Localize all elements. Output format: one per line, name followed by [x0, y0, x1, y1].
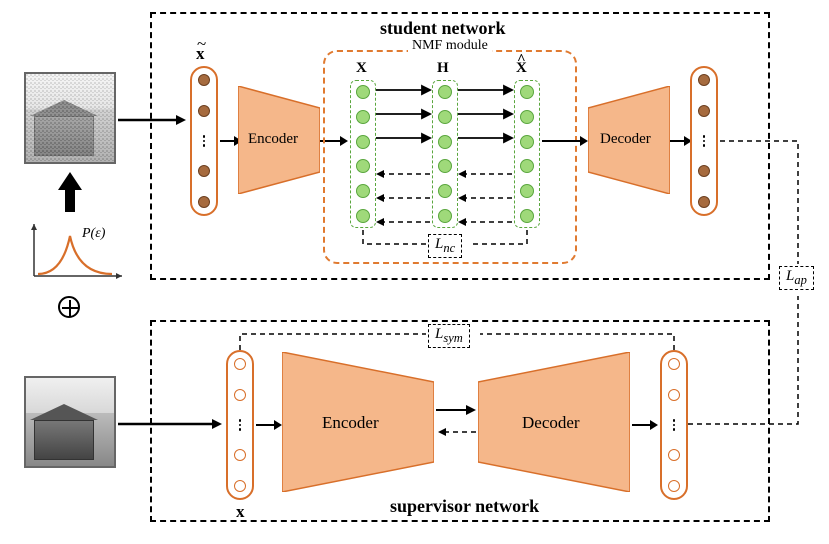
student-decoder-label: Decoder: [600, 131, 651, 148]
nmf-col-Xh: [514, 80, 540, 228]
arrow-img-to-x: [118, 416, 222, 432]
supervisor-encoder-label: Encoder: [322, 413, 379, 433]
arrow-img-to-xtilde: [118, 112, 186, 128]
x-label: x: [236, 502, 245, 522]
lsym-sub: sym: [443, 331, 462, 345]
lap-sub: ap: [794, 273, 807, 287]
supervisor-decoder-label: Decoder: [522, 413, 580, 433]
nmf-Xh-label: ^X: [516, 60, 527, 77]
arrow-x-supenc: [256, 418, 282, 432]
noisy-image: [24, 72, 116, 164]
arrow-supenc-supdec: [436, 402, 476, 442]
supervisor-in-vector: [226, 350, 254, 500]
nmf-H-label: H: [437, 60, 449, 77]
noise-label: P(ε): [82, 226, 105, 242]
nmf-col-X: [350, 80, 376, 228]
supervisor-title: supervisor network: [390, 496, 539, 517]
nmf-arrows: [376, 82, 514, 232]
clean-image: [24, 376, 116, 468]
xtilde-vector: [190, 66, 218, 216]
nmf-X-label: X: [356, 60, 367, 77]
arrow-supdec-out: [632, 418, 658, 432]
nmf-label: NMF module: [408, 38, 492, 54]
xtilde-label: ~x: [196, 44, 205, 64]
supervisor-out-vector: [660, 350, 688, 500]
lnc-sub: nc: [443, 241, 455, 255]
student-title: student network: [380, 18, 506, 39]
arrow-nmf-dec: [542, 134, 588, 148]
oplus-icon: [58, 296, 80, 318]
lap-loss: Lap: [779, 266, 814, 290]
noise-distribution: [22, 216, 132, 286]
noise-add-arrow: [58, 172, 82, 212]
lsym-loss: Lsym: [428, 324, 470, 348]
student-encoder-label: Encoder: [248, 131, 298, 148]
lnc-loss: Lnc: [428, 234, 462, 258]
